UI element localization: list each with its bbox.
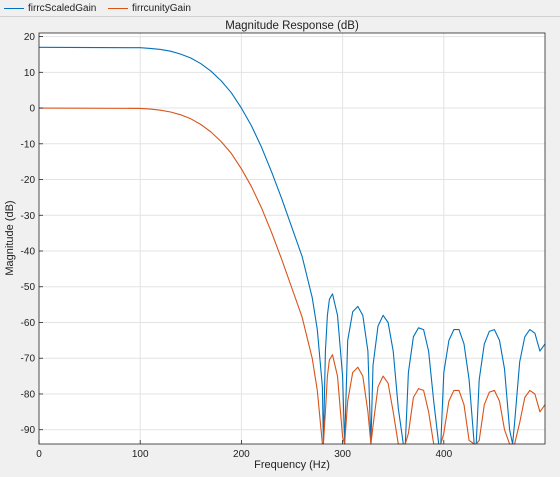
x-tick-label: 400 <box>435 449 452 460</box>
x-tick-label: 300 <box>334 449 351 460</box>
y-tick-label: -30 <box>21 211 36 222</box>
y-tick-label: -80 <box>21 389 36 400</box>
series-layer <box>38 46 546 445</box>
x-axis-label: Frequency (Hz) <box>254 459 330 471</box>
magnitude-chart[interactable]: 0 100 200 300 40020100-10-20-30-40-50-60-70-… <box>0 17 560 477</box>
y-tick-label: 0 <box>29 104 35 115</box>
y-tick-label: 20 <box>24 32 36 43</box>
series-line-scaled-gain[interactable] <box>38 46 546 445</box>
legend-label-unity-gain: firrcunityGain <box>132 2 191 14</box>
x-tick-label: 200 <box>233 449 250 460</box>
legend: firrcScaledGain firrcunityGain <box>0 0 560 17</box>
legend-swatch-scaled-gain <box>4 7 24 9</box>
plot-area[interactable] <box>39 33 545 444</box>
y-tick-label: -10 <box>21 139 36 150</box>
y-tick-label: -20 <box>21 175 36 186</box>
y-tick-label: -90 <box>21 425 36 436</box>
x-tick-label: 100 <box>132 449 149 460</box>
legend-swatch-unity-gain <box>108 7 128 9</box>
x-tick-label: 0 <box>36 449 42 460</box>
y-tick-label: 10 <box>24 68 36 79</box>
axis-ticks: 0 100 200 300 40020100-10-20-30-40-50-60-70-… <box>21 32 453 460</box>
y-axis-label: Magnitude (dB) <box>4 200 16 275</box>
legend-label-scaled-gain: firrcScaledGain <box>28 2 97 14</box>
plot-border <box>38 32 546 445</box>
legend-item-unity-gain[interactable]: firrcunityGain <box>108 0 191 16</box>
chart-title: Magnitude Response (dB) <box>225 20 359 32</box>
y-tick-label: -50 <box>21 282 36 293</box>
y-tick-label: -60 <box>21 318 36 329</box>
y-tick-label: -70 <box>21 354 36 365</box>
legend-item-scaled-gain[interactable]: firrcScaledGain <box>4 0 96 16</box>
y-tick-label: -40 <box>21 247 36 258</box>
series-line-unity-gain[interactable] <box>38 107 546 445</box>
